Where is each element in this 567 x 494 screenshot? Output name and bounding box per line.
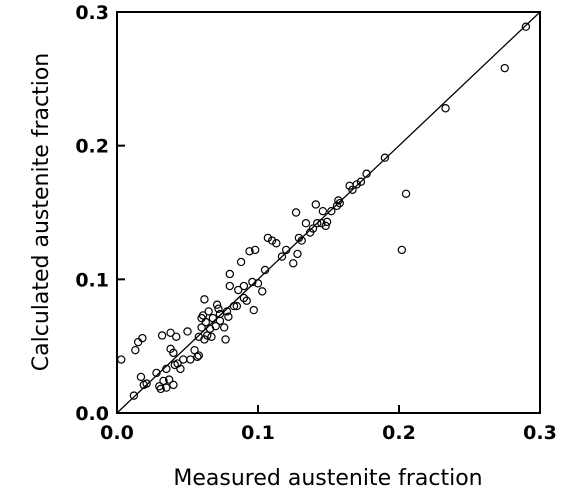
data-point: [260, 265, 270, 275]
data-point: [301, 218, 311, 228]
data-point: [521, 22, 531, 31]
data-point: [335, 198, 344, 208]
data-point: [183, 327, 192, 336]
data-point: [133, 337, 143, 347]
data-point: [142, 379, 151, 388]
data-point: [441, 104, 450, 113]
data-point: [318, 206, 328, 216]
data-point: [225, 269, 234, 279]
plot-frame: [116, 11, 541, 414]
data-point: [313, 218, 322, 228]
data-point: [317, 218, 326, 228]
data-point: [291, 208, 301, 217]
data-point: [332, 201, 342, 211]
data-point: [401, 189, 411, 198]
y-tick-label: 0.0: [75, 403, 109, 425]
data-point: [239, 281, 249, 291]
data-point: [204, 307, 213, 316]
data-point: [250, 245, 260, 255]
data-point: [267, 236, 277, 245]
data-point: [327, 206, 336, 216]
data-point: [277, 252, 287, 261]
data-point: [242, 296, 251, 305]
data-point: [215, 309, 225, 319]
data-point: [322, 217, 332, 227]
x-axis-ticks: 0.0 0.1 0.2 0.3: [100, 405, 557, 444]
data-point: [169, 380, 178, 390]
data-point: [117, 355, 126, 364]
data-point: [362, 169, 371, 178]
data-point: [164, 375, 174, 384]
data-point: [201, 317, 211, 327]
data-point: [380, 153, 390, 162]
data-point: [293, 249, 302, 259]
data-point: [169, 348, 178, 358]
data-point: [229, 301, 239, 311]
x-tick-label: 0.1: [241, 422, 275, 444]
data-point: [224, 312, 233, 321]
data-point: [232, 301, 242, 311]
y-tick-label: 0.2: [75, 136, 109, 158]
data-point: [282, 245, 291, 255]
data-point: [214, 304, 223, 313]
data-point: [200, 295, 209, 304]
data-point: [193, 352, 202, 362]
data-point: [162, 364, 171, 374]
data-point: [311, 200, 321, 209]
data-point: [207, 332, 216, 342]
data-point: [297, 236, 306, 245]
data-point: [294, 233, 304, 243]
data-point: [272, 239, 281, 248]
data-point: [225, 281, 234, 291]
data-point: [356, 177, 366, 186]
x-tick-label: 0.3: [523, 422, 557, 444]
data-point: [166, 328, 175, 337]
y-tick-label: 0.3: [75, 2, 109, 24]
data-points: [117, 22, 531, 400]
data-point: [194, 351, 203, 360]
data-point: [211, 321, 220, 331]
data-point: [500, 63, 509, 73]
x-tick-label: 0.2: [382, 422, 416, 444]
data-point: [321, 221, 330, 231]
y-tick-label: 0.1: [75, 269, 109, 291]
data-point: [156, 384, 165, 394]
data-point: [136, 372, 146, 382]
data-point: [289, 259, 298, 268]
data-point: [179, 355, 188, 364]
data-point: [222, 307, 232, 316]
data-point: [172, 332, 181, 342]
data-point: [248, 277, 257, 287]
x-axis-title: Measured austenite fraction: [173, 466, 482, 491]
data-point: [197, 323, 206, 332]
data-point: [249, 305, 258, 315]
data-point: [131, 345, 140, 355]
data-point: [308, 224, 318, 233]
data-point: [253, 279, 263, 288]
data-point: [138, 333, 147, 343]
data-point: [352, 180, 361, 189]
data-point: [186, 355, 195, 364]
data-point: [157, 331, 167, 340]
data-point: [397, 245, 407, 255]
data-point: [263, 233, 273, 243]
data-point: [234, 285, 243, 295]
data-point: [258, 287, 267, 296]
data-point: [129, 391, 139, 400]
data-point: [221, 335, 230, 344]
x-tick-label: 0.0: [100, 422, 134, 444]
y-axis-title: Calculated austenite fraction: [29, 53, 54, 371]
data-point: [219, 323, 229, 332]
data-point: [239, 293, 249, 303]
y-axis-ticks: 0.0 0.1 0.2 0.3: [75, 2, 125, 425]
data-point: [212, 300, 222, 309]
data-point: [208, 313, 218, 323]
data-point: [348, 185, 357, 194]
data-point: [162, 383, 171, 392]
data-point: [152, 368, 161, 378]
data-point: [236, 257, 246, 267]
data-point: [245, 247, 254, 256]
data-point: [176, 364, 185, 374]
